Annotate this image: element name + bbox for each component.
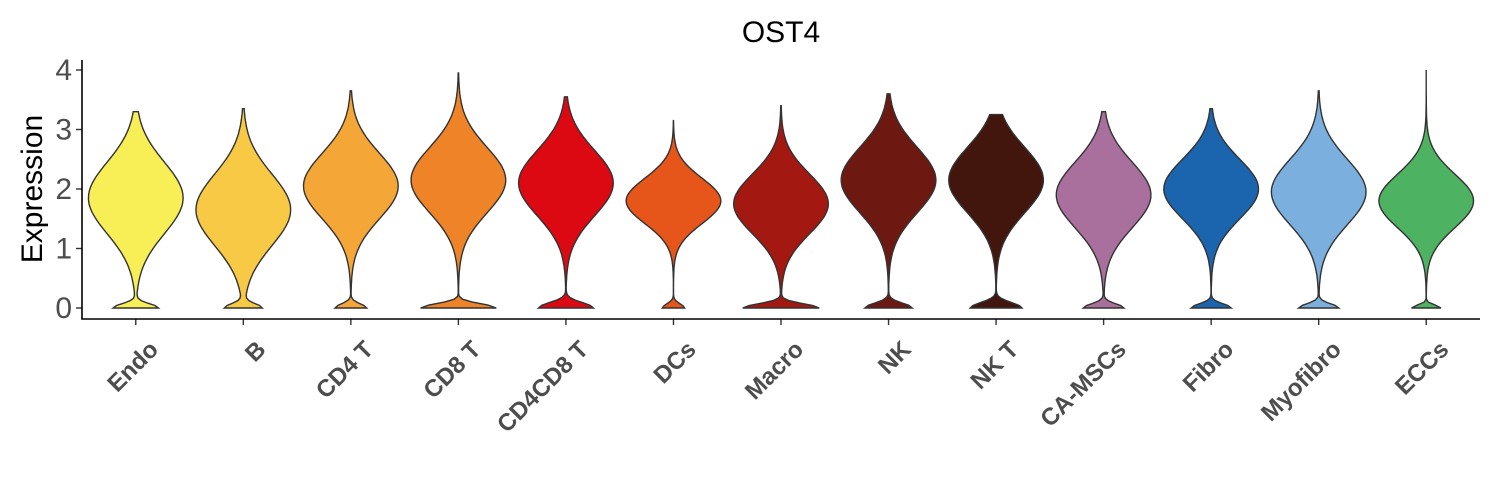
y-tick-label: 1: [55, 233, 72, 266]
violin-group: [87, 70, 1475, 309]
x-tick-label: Myofibro: [1256, 336, 1347, 427]
violin-cd4cd8-t: [517, 96, 614, 309]
violin-macro: [732, 105, 830, 309]
x-tick-label: Macro: [740, 336, 809, 405]
y-axis-ticks: 0 1 2 3 4: [55, 54, 82, 325]
x-tick-label: Endo: [102, 336, 164, 398]
y-tick-label: 0: [55, 292, 72, 325]
chart-title: OST4: [742, 16, 820, 49]
x-tick-label: CD8 T: [418, 336, 486, 404]
x-tick-label: NK: [873, 336, 917, 380]
violin-nk-t: [948, 113, 1045, 309]
violin-eccs: [1378, 70, 1475, 309]
y-axis-label: Expression: [16, 115, 49, 263]
x-tick-label: Fibro: [1178, 336, 1240, 398]
violin-cd4-t: [302, 90, 399, 309]
violin-ca-mscs: [1055, 111, 1152, 309]
violin-b: [195, 108, 292, 309]
y-tick-label: 2: [55, 173, 72, 206]
y-tick-label: 3: [55, 114, 72, 147]
violin-myofibro: [1270, 90, 1367, 309]
x-tick-label: CA-MSCs: [1035, 336, 1131, 432]
violin-nk: [840, 93, 937, 309]
violin-endo: [87, 111, 184, 309]
x-tick-label: CD4CD8 T: [492, 336, 594, 438]
x-tick-label: ECCs: [1390, 336, 1454, 400]
violin-fibro: [1163, 108, 1260, 309]
x-tick-label: DCs: [649, 336, 702, 389]
x-tick-label: B: [240, 336, 271, 367]
x-axis-ticks: Endo B CD4 T CD8 T CD4CD8 T DCs Macro NK NK T CA-…: [102, 319, 1454, 438]
violin-cd8-t: [410, 72, 507, 309]
x-tick-label: NK T: [966, 336, 1025, 395]
x-tick-label: CD4 T: [311, 336, 379, 404]
y-tick-label: 4: [55, 54, 72, 87]
violin-dcs: [625, 119, 722, 309]
